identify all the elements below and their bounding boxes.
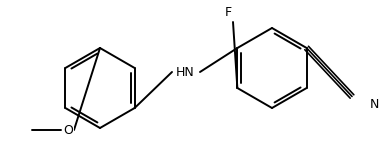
Text: F: F (225, 5, 232, 19)
Text: N: N (370, 98, 379, 111)
Text: O: O (63, 124, 73, 136)
Text: HN: HN (176, 65, 194, 78)
